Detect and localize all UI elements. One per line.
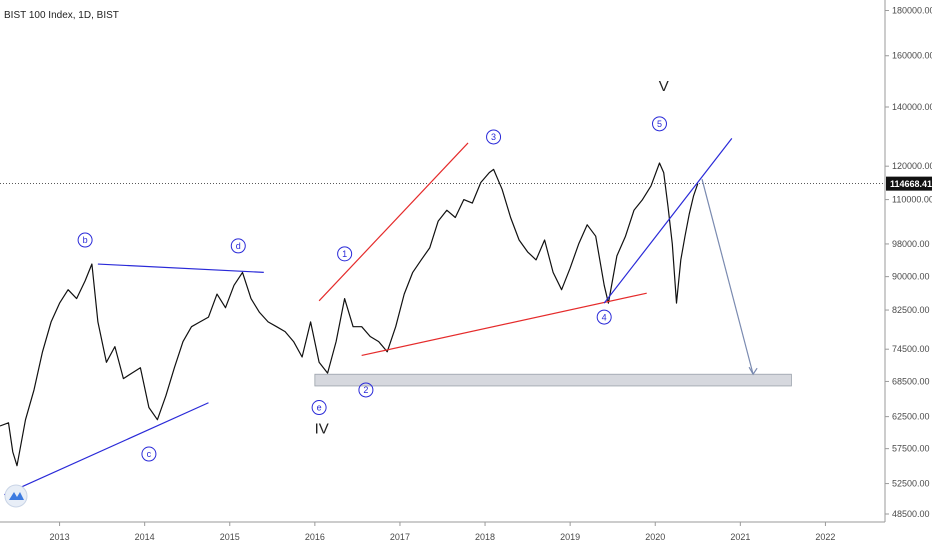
y-tick-label: 52500.00 xyxy=(892,479,930,489)
y-tick-label: 57500.00 xyxy=(892,444,930,454)
wave-circle xyxy=(596,309,612,325)
trendline-3[interactable] xyxy=(361,292,647,357)
wave-label: 3 xyxy=(491,132,496,142)
wave-label: b xyxy=(83,235,88,245)
support-zone xyxy=(314,373,792,387)
wave-degree-label-V: V xyxy=(659,78,669,95)
x-tick-label: 2018 xyxy=(475,532,495,542)
wave-label: 1 xyxy=(342,249,347,259)
wave-circle xyxy=(230,238,246,254)
y-tick-label: 62500.00 xyxy=(892,412,930,422)
y-tick-label: 48500.00 xyxy=(892,509,930,519)
wave-marker-c: c xyxy=(141,446,157,462)
wave-label: d xyxy=(236,241,241,251)
x-tick-label: 2019 xyxy=(560,532,580,542)
logo-mark xyxy=(9,492,24,500)
wave-marker-e: e xyxy=(311,400,327,416)
last-price-label: 114668.41 xyxy=(890,179,932,189)
x-tick-label: 2021 xyxy=(730,532,750,542)
wave-circle xyxy=(651,116,667,132)
wave-label: c xyxy=(147,449,152,459)
y-tick-label: 82500.00 xyxy=(892,305,930,315)
trendline-layer[interactable] xyxy=(4,138,758,496)
y-tick-label: 98000.00 xyxy=(892,239,930,249)
y-tick-label: 68500.00 xyxy=(892,376,930,386)
wave-degree-label-IV: IV xyxy=(315,421,329,438)
x-tick-label: 2017 xyxy=(390,532,410,542)
projection-arrow-head xyxy=(748,366,758,376)
wave-marker-1: 1 xyxy=(337,246,353,262)
y-tick-label: 90000.00 xyxy=(892,272,930,282)
wave-marker-2: 2 xyxy=(358,382,374,398)
y-tick-label: 120000.00 xyxy=(892,161,932,171)
trendline-4[interactable] xyxy=(603,138,733,304)
y-tick-label: 160000.00 xyxy=(892,51,932,61)
wave-marker-5: 5 xyxy=(651,116,667,132)
trendline-5[interactable] xyxy=(701,179,754,375)
wave-label: 2 xyxy=(363,385,368,395)
trendline-2[interactable] xyxy=(318,142,469,302)
x-tick-label: 2020 xyxy=(645,532,665,542)
price-line xyxy=(0,162,699,467)
wave-marker-3: 3 xyxy=(486,129,502,145)
wave-circle xyxy=(77,232,93,248)
x-tick-label: 2022 xyxy=(815,532,835,542)
x-tick-label: 2015 xyxy=(220,532,240,542)
wave-circle xyxy=(358,382,374,398)
wave-annotation-layer: b c d e 1 2 3 4 5 IV V xyxy=(77,78,669,462)
wave-circle xyxy=(337,246,353,262)
tradingview-logo-icon xyxy=(4,484,28,508)
y-tick-label: 74500.00 xyxy=(892,344,930,354)
support-zone-layer xyxy=(314,373,792,387)
wave-label: 4 xyxy=(602,312,607,322)
price-series-layer xyxy=(0,162,885,467)
y-tick-label: 180000.00 xyxy=(892,6,932,16)
x-tick-label: 2013 xyxy=(50,532,70,542)
wave-circle xyxy=(141,446,157,462)
wave-marker-d: d xyxy=(230,238,246,254)
y-tick-label: 140000.00 xyxy=(892,102,932,112)
wave-label: e xyxy=(317,403,322,413)
wave-circle xyxy=(486,129,502,145)
trendline-1[interactable] xyxy=(97,263,264,273)
x-tick-label: 2014 xyxy=(135,532,155,542)
wave-marker-4: 4 xyxy=(596,309,612,325)
y-tick-label: 110000.00 xyxy=(892,195,932,205)
chart-title: BIST 100 Index, 1D, BIST xyxy=(4,10,119,21)
wave-marker-b: b xyxy=(77,232,93,248)
wave-circle xyxy=(311,400,327,416)
trendline-0[interactable] xyxy=(4,402,209,496)
last-price-badge xyxy=(886,176,932,191)
wave-label: 5 xyxy=(657,119,662,129)
x-tick-label: 2016 xyxy=(305,532,325,542)
